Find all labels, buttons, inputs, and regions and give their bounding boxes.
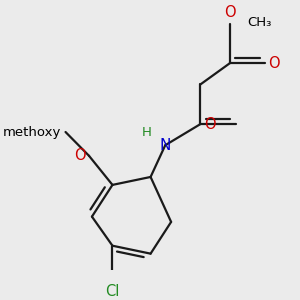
Text: Cl: Cl — [105, 284, 120, 299]
Text: O: O — [224, 4, 236, 20]
Text: O: O — [268, 56, 280, 71]
Text: methoxy: methoxy — [3, 125, 61, 139]
Text: CH₃: CH₃ — [248, 16, 272, 29]
Text: H: H — [142, 125, 152, 139]
Text: O: O — [74, 148, 86, 163]
Text: O: O — [204, 117, 216, 132]
Text: N: N — [160, 138, 171, 153]
